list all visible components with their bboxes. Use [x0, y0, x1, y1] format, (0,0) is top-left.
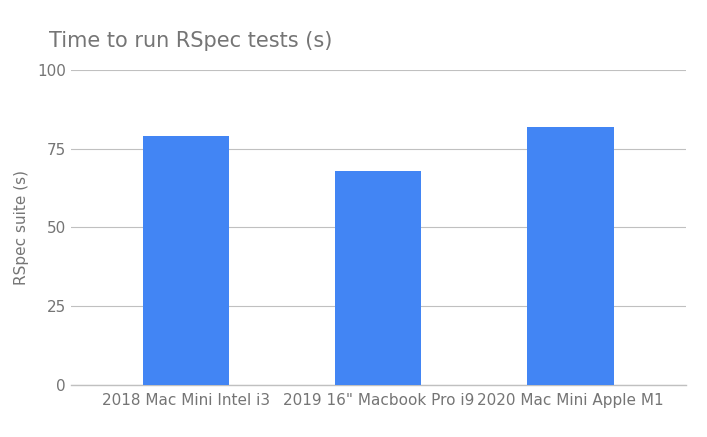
Y-axis label: RSpec suite (s): RSpec suite (s) — [13, 170, 28, 285]
Text: Time to run RSpec tests (s): Time to run RSpec tests (s) — [49, 31, 333, 51]
Bar — [335, 170, 421, 385]
Bar — [527, 127, 614, 385]
Bar — [143, 136, 229, 385]
